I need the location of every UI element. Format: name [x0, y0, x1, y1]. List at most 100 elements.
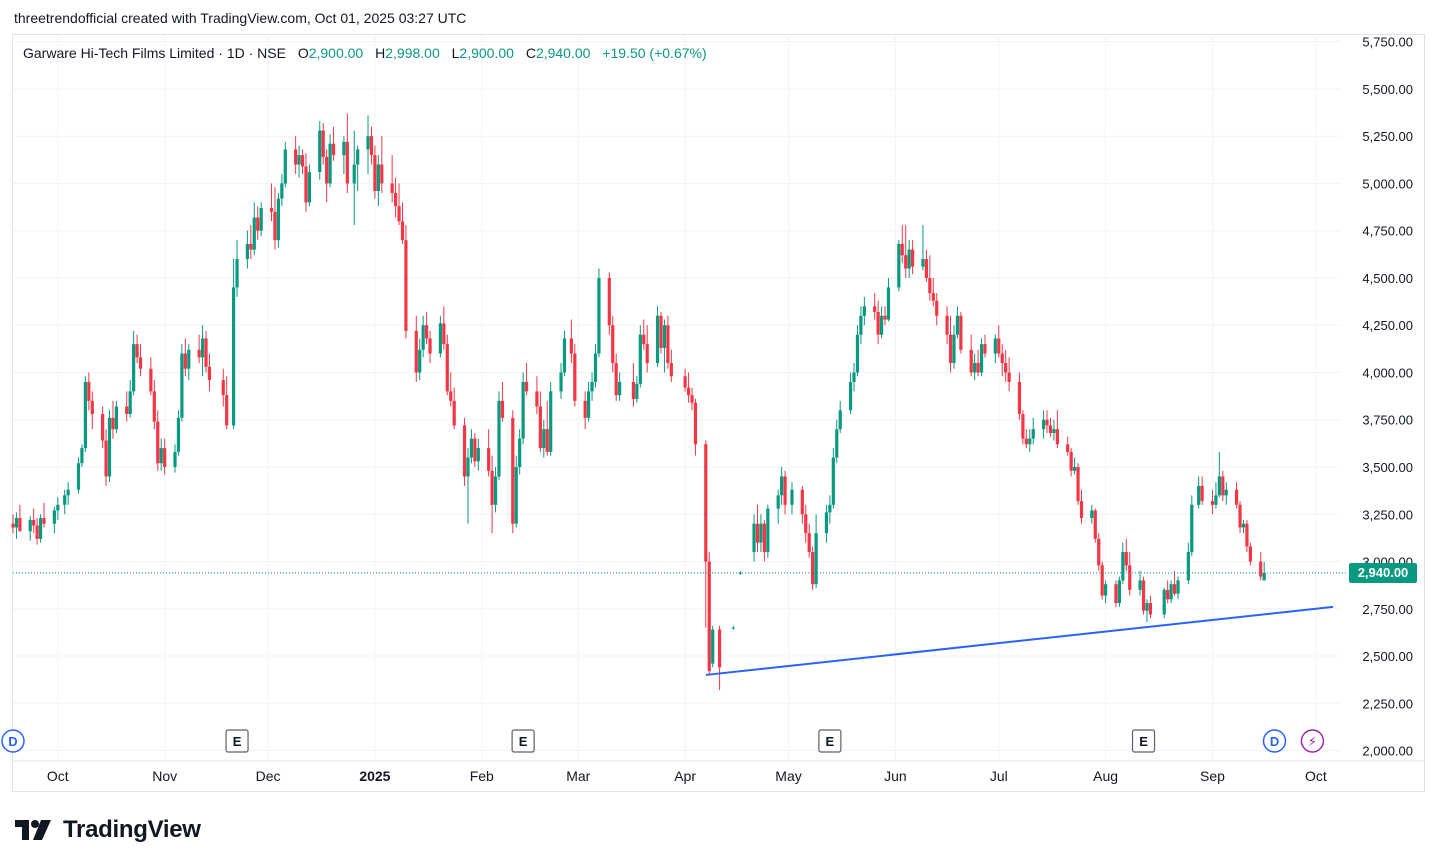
tradingview-logo[interactable]: TradingView: [15, 816, 201, 844]
candle-body: [56, 504, 60, 511]
candle-body: [514, 466, 518, 524]
candle-body: [452, 400, 456, 426]
x-tick-label: Sep: [1200, 768, 1225, 784]
candle-body: [128, 391, 132, 415]
candle-body: [297, 155, 301, 165]
candle-body: [331, 143, 336, 156]
candle-body: [824, 512, 829, 534]
candle-body: [790, 489, 794, 505]
candle-body: [376, 164, 380, 192]
chart-frame[interactable]: [12, 34, 1425, 792]
candle-body: [886, 287, 891, 320]
candle-body: [1200, 485, 1204, 502]
candle-body: [848, 381, 853, 411]
earnings-marker-label: E: [519, 734, 528, 749]
candle-body: [776, 495, 780, 509]
candle-body: [90, 400, 94, 415]
candle-body: [418, 349, 422, 373]
candle-body: [1138, 580, 1142, 590]
candle-body: [1210, 501, 1215, 505]
candle-body: [149, 368, 153, 392]
candle-body: [1079, 501, 1084, 519]
candle-body: [1052, 429, 1056, 433]
candle-body: [101, 414, 105, 441]
candle-body: [1124, 552, 1128, 566]
candle-body: [1017, 381, 1022, 415]
candle-body: [642, 334, 646, 345]
candle-body: [1021, 414, 1025, 439]
candle-body: [35, 525, 39, 539]
candle-body: [138, 357, 143, 369]
candle-body: [1248, 546, 1252, 562]
x-tick-label: 2025: [359, 768, 390, 784]
candle-body: [152, 391, 156, 422]
earnings-marker: E: [511, 729, 535, 753]
candle-body: [655, 315, 660, 364]
close-value: 2,940.00: [535, 45, 591, 61]
candle-body: [635, 383, 639, 399]
earnings-marker-box: [1131, 729, 1156, 753]
candle-body: [66, 489, 70, 496]
candle-body: [873, 306, 877, 312]
candle-body: [935, 300, 939, 316]
last-price-badge: 2,940.00: [1349, 562, 1417, 583]
candle-body: [490, 470, 494, 505]
candle-body: [542, 429, 546, 449]
candle-body: [1041, 419, 1046, 430]
candle-body: [562, 338, 567, 373]
candle-body: [256, 217, 260, 231]
y-tick-label: 4,250.00: [1362, 318, 1413, 333]
earnings-marker: E: [818, 729, 842, 753]
candle-body: [159, 448, 163, 464]
candle-body: [87, 381, 91, 401]
candle-body: [352, 164, 356, 184]
candle-body: [669, 363, 673, 377]
x-tick-label: Dec: [256, 768, 281, 784]
candle-body: [28, 519, 32, 532]
candle-body: [1245, 523, 1249, 547]
dividend-marker-circle: [1262, 729, 1287, 753]
earnings-marker-label: E: [233, 734, 242, 749]
candle-body: [707, 561, 711, 672]
candle-body: [442, 323, 446, 345]
candle-body: [1166, 589, 1170, 600]
candle-body: [924, 259, 928, 278]
candle-body: [104, 440, 108, 477]
candle-body: [855, 334, 860, 373]
candle-body: [438, 323, 442, 354]
open-value: 2,900.00: [308, 45, 364, 61]
candle-body: [176, 417, 181, 452]
candle-body: [469, 438, 474, 458]
candle-body: [717, 629, 722, 668]
candle-body: [380, 164, 384, 184]
earnings-marker-box: [511, 729, 535, 753]
candle-body: [804, 514, 808, 534]
candle-body: [807, 533, 811, 553]
candle-body: [187, 349, 191, 369]
candle-body: [611, 325, 615, 364]
close-label: C: [525, 45, 536, 61]
candle-body: [597, 277, 601, 354]
ohlc-legend: Garware Hi-Tech Films Limited · 1D · NSE…: [23, 45, 707, 61]
candle-body: [466, 457, 470, 477]
candle-body: [183, 353, 187, 369]
candle-body: [1117, 580, 1122, 604]
candle-body: [269, 208, 274, 212]
candle-body: [607, 277, 611, 326]
candle-body: [325, 156, 329, 184]
candle-body: [828, 504, 832, 513]
candle-body: [969, 349, 973, 373]
y-tick-label: 2,000.00: [1362, 744, 1413, 759]
candle-body: [800, 489, 804, 515]
candle-body: [631, 381, 636, 399]
candle-body: [1073, 466, 1077, 471]
candle-body: [945, 315, 949, 335]
candle-body: [1217, 476, 1221, 496]
earnings-marker: E: [1131, 729, 1156, 753]
candle-body: [835, 429, 839, 458]
symbol-title[interactable]: Garware Hi-Tech Films Limited · 1D · NSE: [23, 45, 286, 61]
candle-body: [476, 448, 480, 462]
dividend-marker-label: D: [1270, 734, 1279, 749]
candle-body: [235, 259, 239, 288]
